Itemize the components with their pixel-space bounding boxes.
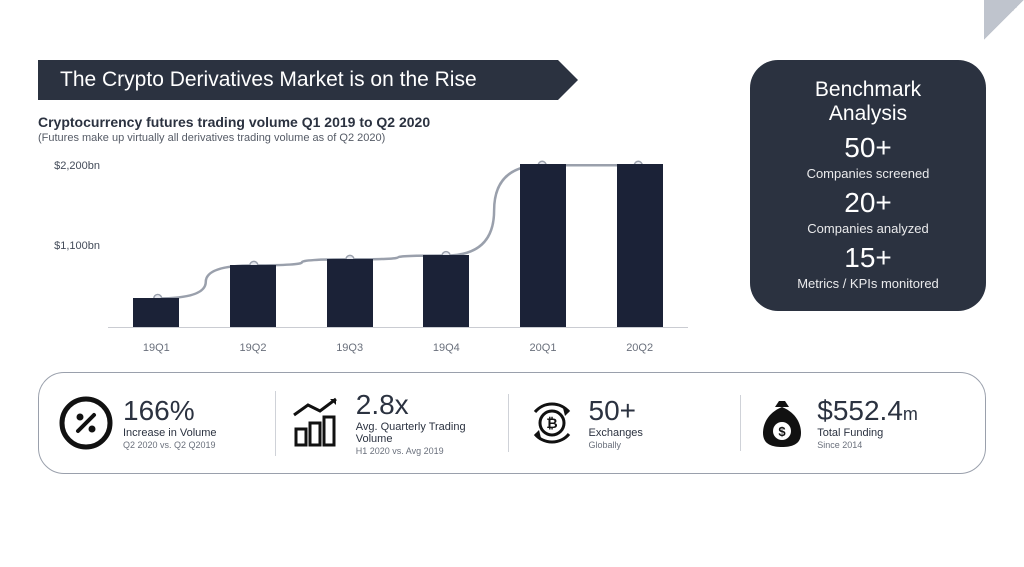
benchmark-panel: Benchmark Analysis 50+ Companies screene… [750, 60, 986, 311]
x-label: 19Q3 [320, 342, 380, 354]
x-label: 20Q1 [513, 342, 573, 354]
stat-value: $552.4m [817, 397, 918, 425]
x-label: 20Q2 [610, 342, 670, 354]
x-label: 19Q1 [126, 342, 186, 354]
panel-value-2: 15+ [760, 242, 976, 274]
main-row: The Crypto Derivatives Market is on the … [38, 60, 986, 354]
x-label: 19Q4 [416, 342, 476, 354]
stat-line2: Total Funding [817, 427, 918, 439]
stat-value: 166% [123, 397, 217, 425]
stat-line3: Since 2014 [817, 440, 918, 450]
bar [423, 255, 469, 327]
bar [133, 298, 179, 327]
svg-text:$: $ [779, 424, 787, 439]
panel-label-1: Companies analyzed [760, 221, 976, 236]
exchange-icon: ₿ [523, 394, 581, 452]
bar [327, 259, 373, 327]
stat-avg-volume: 2.8x Avg. Quarterly Trading Volume H1 20… [275, 391, 502, 456]
chart-up-icon [290, 397, 348, 449]
stat-bar: 166% Increase in Volume Q2 2020 vs. Q2 Q… [38, 372, 986, 474]
chart-area: $2,200bn $1,100bn 19Q1 19Q2 19Q3 19Q4 20Q1 20… [38, 154, 688, 354]
bar [230, 265, 276, 327]
trend-line [108, 154, 688, 327]
panel-heading-1: Benchmark [760, 78, 976, 102]
chart-subtitle: (Futures make up virtually all derivativ… [38, 132, 732, 144]
headline-text: The Crypto Derivatives Market is on the … [60, 68, 477, 91]
stat-volume-increase: 166% Increase in Volume Q2 2020 vs. Q2 Q… [57, 394, 269, 452]
left-column: The Crypto Derivatives Market is on the … [38, 60, 732, 354]
page-fold-decor [984, 0, 1024, 40]
stat-exchanges: ₿ 50+ Exchanges Globally [508, 394, 735, 452]
moneybag-icon: $ [755, 395, 809, 451]
panel-heading-2: Analysis [760, 102, 976, 126]
y-tick-2200: $2,200bn [38, 160, 100, 172]
stat-line3: Q2 2020 vs. Q2 Q2019 [123, 440, 217, 450]
bar [617, 164, 663, 327]
stat-line3: Globally [589, 440, 643, 450]
panel-label-2: Metrics / KPIs monitored [760, 276, 976, 291]
stat-funding: $ $552.4m Total Funding Since 2014 [740, 395, 967, 451]
chart-block: Cryptocurrency futures trading volume Q1… [38, 114, 732, 354]
bar [520, 164, 566, 327]
panel-label-0: Companies screened [760, 166, 976, 181]
svg-text:₿: ₿ [546, 415, 557, 431]
percent-circle-icon [57, 394, 115, 452]
plot-region [108, 154, 688, 328]
stat-value: 50+ [589, 397, 643, 425]
stat-line3: H1 2020 vs. Avg 2019 [356, 446, 502, 456]
panel-value-1: 20+ [760, 187, 976, 219]
stat-line2: Exchanges [589, 427, 643, 439]
stat-line2: Avg. Quarterly Trading Volume [356, 421, 502, 445]
x-label: 19Q2 [223, 342, 283, 354]
headline-banner: The Crypto Derivatives Market is on the … [38, 60, 558, 100]
panel-value-0: 50+ [760, 132, 976, 164]
stat-line2: Increase in Volume [123, 427, 217, 439]
stat-value: 2.8x [356, 391, 502, 419]
y-tick-1100: $1,100bn [38, 240, 100, 252]
chart-title: Cryptocurrency futures trading volume Q1… [38, 114, 732, 130]
